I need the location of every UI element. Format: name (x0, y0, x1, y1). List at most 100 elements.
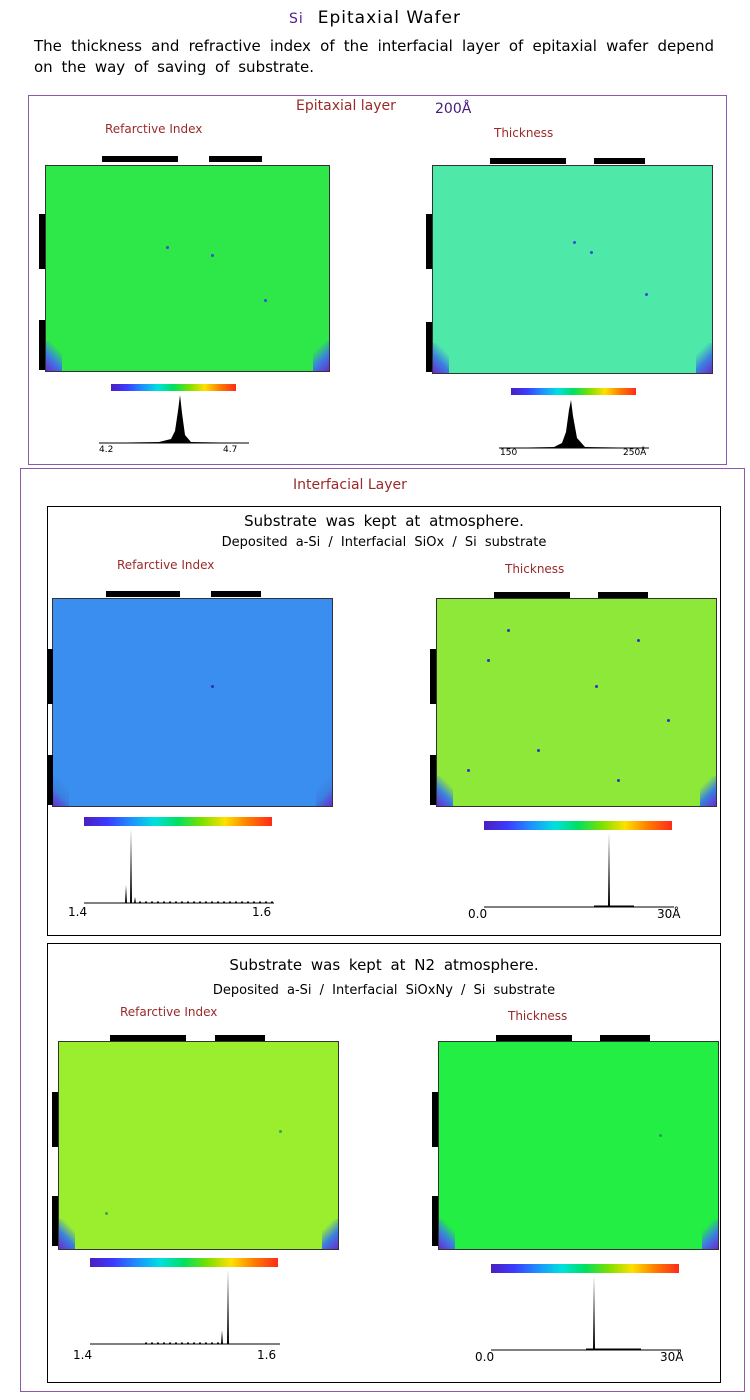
map-top-bar (102, 156, 178, 162)
map-corner-fade (702, 1219, 718, 1249)
map-defect-speck (467, 769, 470, 772)
map-corner-fade (437, 776, 453, 806)
map-defect-speck (211, 685, 214, 688)
thickness-max-label: 30Å (660, 1350, 684, 1364)
interfacial-heading: Interfacial Layer (293, 477, 407, 493)
thickness-colorbar (511, 388, 636, 395)
page-title: Si Epitaxial Wafer (0, 8, 750, 28)
map-corner-fade (59, 1219, 75, 1249)
map-top-bar (110, 1035, 186, 1041)
map-side-bar (39, 214, 45, 269)
map-defect-speck (573, 241, 576, 244)
ri-min-label: 1.4 (73, 1348, 93, 1362)
map-side-bar (430, 755, 436, 805)
panel-n2: Substrate was kept at N2 atmosphere. Dep… (47, 943, 721, 1383)
map-top-bar (494, 592, 570, 598)
map-top-bar (211, 591, 261, 597)
thickness-min-label: 0.0 (468, 907, 488, 921)
thickness-colorbar (491, 1264, 679, 1273)
ri-min-label: 4.2 (99, 445, 114, 455)
map-defect-speck (211, 254, 214, 257)
ri-min-label: 1.4 (68, 905, 88, 919)
ri-histogram (84, 829, 274, 904)
map-defect-speck (590, 251, 593, 254)
thickness-histogram (484, 833, 674, 908)
map-side-bar (426, 322, 432, 372)
intro-paragraph: The thickness and refractive index of th… (34, 37, 714, 76)
ri-max-label: 4.7 (223, 445, 238, 455)
thickness-max-label: 250Å (623, 448, 647, 458)
thickness-min-label: 150 (500, 448, 518, 458)
thickness-colorbar (484, 821, 672, 830)
epitaxial-heading: Epitaxial layer (296, 98, 396, 114)
map-defect-speck (507, 629, 510, 632)
thickness-min-label: 0.0 (475, 1350, 495, 1364)
map-top-bar (490, 158, 566, 164)
map-defect-speck (659, 1134, 662, 1137)
map-side-bar (47, 755, 53, 805)
thickness-histogram (491, 1276, 681, 1351)
map-top-bar (215, 1035, 265, 1041)
interfacial-frame: Interfacial Layer Substrate was kept at … (20, 468, 745, 1392)
ri-histogram (90, 1270, 280, 1345)
map-corner-fade (322, 1219, 338, 1249)
ri-label: Refarctive Index (105, 122, 203, 136)
map-corner-fade (316, 776, 332, 806)
map-top-bar (594, 158, 645, 164)
map-defect-speck (279, 1130, 282, 1133)
thickness-map (436, 598, 717, 807)
thickness-label: Thickness (508, 1009, 568, 1023)
thickness-map (432, 165, 713, 374)
map-defect-speck (617, 779, 620, 782)
map-side-bar (426, 214, 432, 269)
map-defect-speck (667, 719, 670, 722)
ri-label: Refarctive Index (117, 558, 215, 572)
panel-n2-line1: Substrate was kept at N2 atmosphere. (229, 956, 539, 974)
map-side-bar (52, 1196, 58, 1246)
panel-atm-line1: Substrate was kept at atmosphere. (244, 512, 524, 530)
map-defect-speck (166, 246, 169, 249)
ri-map (52, 598, 333, 807)
map-side-bar (39, 320, 45, 370)
thickness-map (438, 1041, 719, 1250)
map-side-bar (52, 1092, 58, 1147)
panel-atm-line2: Deposited a-Si / Interfacial SiOx / Si s… (221, 535, 547, 550)
epitaxial-frame: Epitaxial layer 200Å Refarctive Index Th… (28, 95, 727, 465)
map-side-bar (432, 1196, 438, 1246)
map-corner-fade (53, 776, 69, 806)
ri-map (58, 1041, 339, 1250)
epitaxial-thickness-value: 200Å (435, 101, 472, 117)
title-text: Epitaxial Wafer (317, 8, 462, 28)
map-top-bar (496, 1035, 572, 1041)
map-side-bar (432, 1092, 438, 1147)
map-defect-speck (264, 299, 267, 302)
ri-label: Refarctive Index (120, 1005, 218, 1019)
ri-histogram (99, 395, 249, 444)
ri-max-label: 1.6 (252, 905, 272, 919)
map-corner-fade (439, 1219, 455, 1249)
map-defect-speck (105, 1212, 108, 1215)
ri-max-label: 1.6 (257, 1348, 277, 1362)
map-defect-speck (645, 293, 648, 296)
map-corner-fade (433, 343, 449, 373)
ri-colorbar (90, 1258, 278, 1267)
ri-map (45, 165, 330, 372)
si-label: Si (288, 11, 304, 27)
map-defect-speck (537, 749, 540, 752)
thickness-label: Thickness (505, 562, 565, 576)
map-corner-fade (700, 776, 716, 806)
map-top-bar (600, 1035, 650, 1041)
map-defect-speck (595, 685, 598, 688)
map-side-bar (430, 649, 436, 704)
map-corner-fade (46, 341, 62, 371)
map-top-bar (598, 592, 648, 598)
map-defect-speck (637, 639, 640, 642)
thickness-histogram (499, 400, 649, 449)
ri-colorbar (111, 384, 236, 391)
panel-atmosphere: Substrate was kept at atmosphere. Deposi… (47, 506, 721, 936)
thickness-label: Thickness (494, 126, 554, 140)
map-top-bar (106, 591, 180, 597)
map-top-bar (209, 156, 262, 162)
map-side-bar (47, 649, 53, 704)
ri-colorbar (84, 817, 272, 826)
